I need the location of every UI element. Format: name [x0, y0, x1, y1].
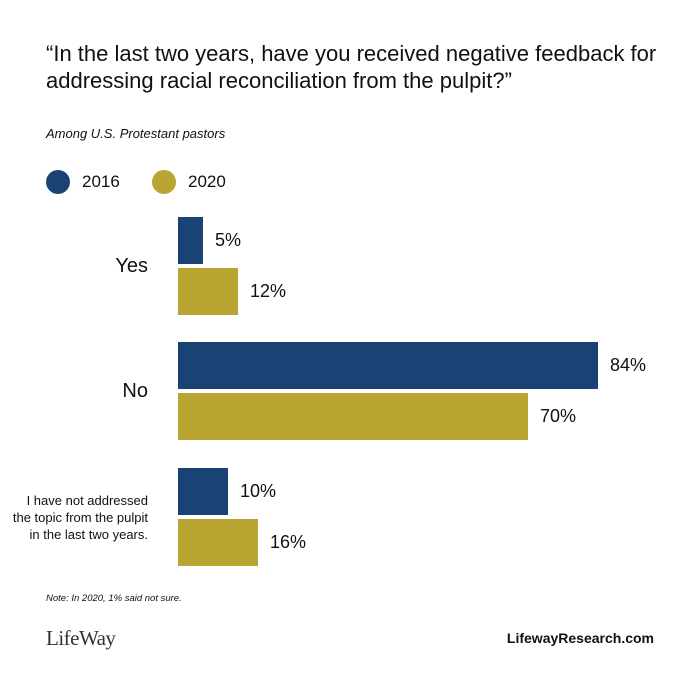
legend-swatch-2020	[152, 170, 176, 194]
category-label-yes: Yes	[115, 254, 148, 277]
chart-subtitle: Among U.S. Protestant pastors	[46, 126, 226, 141]
value-label-not-addressed-2016: 10%	[240, 481, 277, 501]
bar-no-2020	[178, 393, 528, 440]
chart-title: “In the last two years, have you receive…	[46, 41, 657, 93]
value-label-not-addressed-2020: 16%	[270, 532, 307, 552]
category-label-no: No	[122, 379, 148, 402]
value-label-no-2020: 70%	[540, 406, 577, 426]
category-label-not-addressed: I have not addressed the topic from the …	[12, 492, 148, 542]
legend-label-2020: 2020	[188, 172, 226, 191]
bar-not-addressed-2016	[178, 468, 228, 515]
chart-note: Note: In 2020, 1% said not sure.	[46, 593, 182, 604]
website-link: LifewayResearch.com	[506, 630, 654, 646]
legend-label-2016: 2016	[82, 172, 120, 191]
legend-item-2020: 2020	[152, 170, 226, 194]
bar-yes-2020	[178, 268, 238, 315]
value-label-yes-2020: 12%	[250, 281, 287, 301]
bar-yes-2016	[178, 217, 203, 264]
legend-item-2016: 2016	[46, 170, 120, 194]
legend-swatch-2016	[46, 170, 70, 194]
value-label-no-2016: 84%	[610, 355, 647, 375]
bar-no-2016	[178, 342, 598, 389]
value-label-yes-2016: 5%	[215, 230, 242, 250]
lifeway-logo: LifeWay	[46, 626, 116, 650]
bar-not-addressed-2020	[178, 519, 258, 566]
